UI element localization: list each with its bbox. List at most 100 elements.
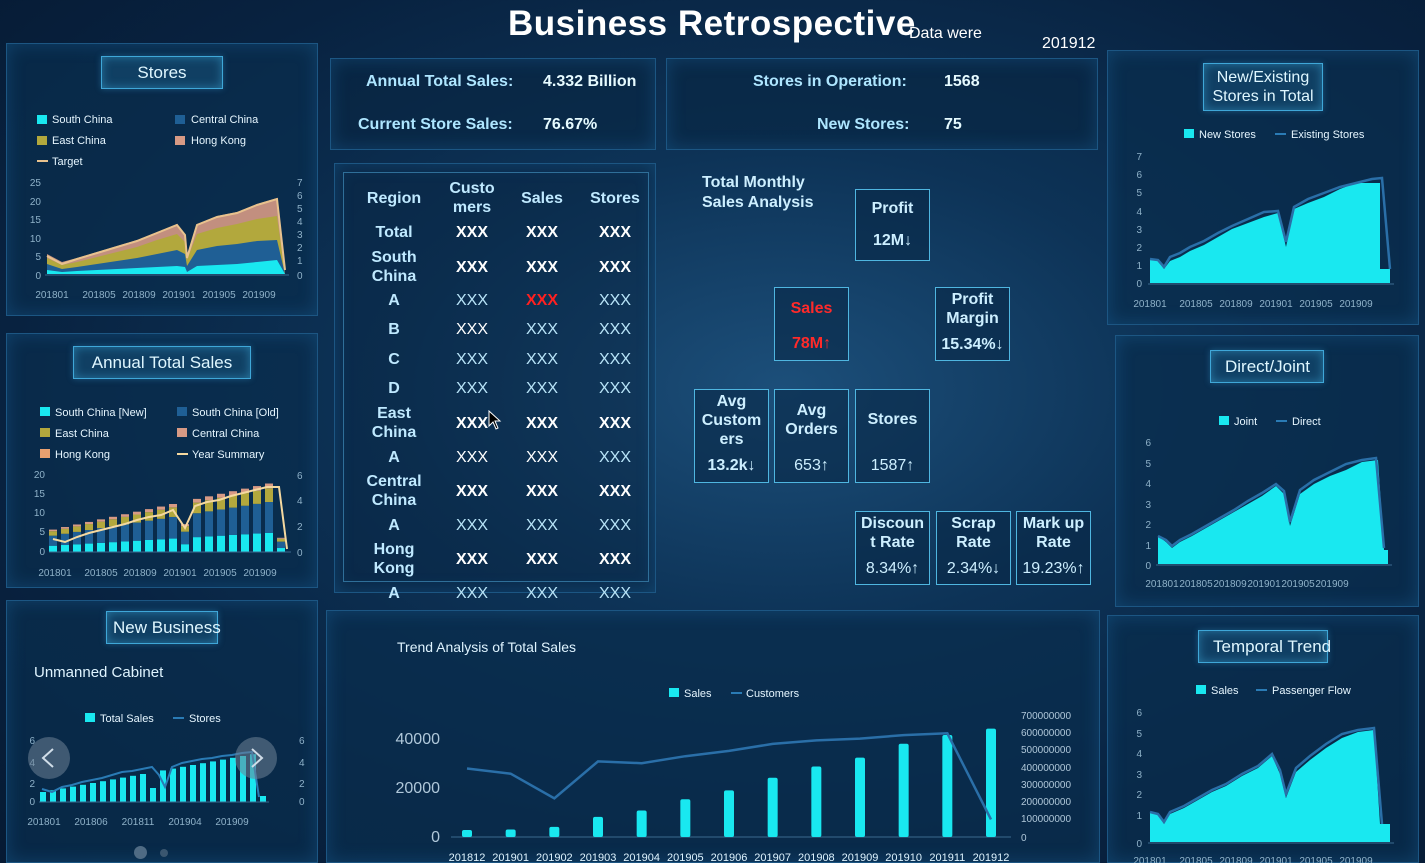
current-store-sales-label: Current Store Sales:: [358, 116, 513, 133]
stack-segment: [157, 518, 165, 540]
stack-segment: [85, 543, 93, 552]
tick-label: 201809: [122, 290, 156, 301]
discount-rate-card[interactable]: Discoun t Rate 8.34%↑: [855, 511, 930, 585]
table-cell: XXX: [525, 551, 558, 568]
table-cell: XXX: [455, 415, 488, 432]
avg-orders-card[interactable]: Avg Orders 653↑: [774, 389, 849, 483]
table-cell: XXX: [455, 224, 488, 241]
legend-swatch: [177, 407, 187, 416]
tick-label: 201901: [1259, 299, 1293, 310]
stack-segment: [85, 530, 93, 544]
table-region-cell: A: [388, 585, 400, 602]
tick-label: 0: [299, 797, 305, 808]
tick-label: 400000000: [1021, 763, 1071, 774]
table-cell: XXX: [455, 483, 488, 500]
tick-label: 15: [34, 489, 46, 500]
tick-label: 25: [30, 178, 42, 189]
tick-label: 700000000: [1021, 711, 1071, 722]
tick-label: 15: [30, 215, 42, 226]
tick-label: 201909: [1339, 856, 1373, 863]
annual-y-left: 20 15 10 5 0: [34, 470, 46, 558]
bar: [120, 777, 126, 802]
direct-joint-panel-title: Direct/Joint: [1210, 350, 1324, 383]
tick-label: 20: [34, 470, 46, 481]
stack-segment: [133, 522, 141, 541]
avg-customers-label: Avg Custom ers: [701, 393, 762, 448]
tick-label: 3: [1136, 225, 1142, 236]
tick-label: 201905: [1299, 299, 1333, 310]
stack-segment: [85, 524, 93, 531]
tick-label: 201805: [84, 568, 118, 579]
tick-label: 500000000: [1021, 745, 1071, 756]
table-cell: XXX: [525, 351, 558, 368]
markup-rate-card[interactable]: Mark up Rate 19.23%↑: [1016, 511, 1091, 585]
tick-label: 201901: [163, 568, 197, 579]
temporal-panel-title: Temporal Trend: [1198, 630, 1331, 663]
stack-segment: [265, 483, 273, 489]
tick-label: 0: [1021, 833, 1027, 844]
profit-margin-card[interactable]: Profit Margin 15.34%↓: [935, 287, 1010, 361]
stack-segment: [193, 498, 201, 503]
bar: [70, 786, 76, 802]
sales-card[interactable]: Sales 78M↑: [774, 287, 849, 361]
x-tick-label: 201909: [842, 852, 879, 863]
legend-swatch: [175, 136, 185, 145]
carousel-dot[interactable]: [160, 849, 168, 857]
stack-segment: [181, 531, 189, 545]
stack-segment: [205, 500, 213, 512]
tick-label: 10: [34, 508, 46, 519]
table-header: Custo mers: [449, 180, 495, 216]
tick-label: 0: [29, 797, 35, 808]
table-cell: XXX: [598, 483, 631, 500]
legend-label: Central China: [191, 114, 259, 126]
stores-line: [41, 750, 260, 798]
sales-bar: [462, 829, 472, 837]
table-header: Stores: [590, 190, 640, 207]
table-region-cell: A: [388, 292, 400, 309]
table-header: Sales: [521, 190, 563, 207]
stack-segment: [241, 493, 249, 506]
new-stores-label: New Stores:: [817, 116, 910, 133]
table-cell: XXX: [455, 351, 488, 368]
stack-segment: [277, 538, 285, 542]
sales-bar: [549, 826, 560, 837]
tick-label: 201801: [35, 290, 69, 301]
profit-card[interactable]: Profit 12M↓: [855, 189, 930, 261]
scrap-rate-card[interactable]: Scrap Rate 2.34%↓: [936, 511, 1011, 585]
stack-segment: [253, 490, 261, 504]
legend-label: South China [New]: [55, 407, 147, 419]
monthly-title: Total Monthly Sales Analysis: [702, 174, 814, 211]
table-cell: XXX: [525, 415, 558, 432]
tick-label: 20: [30, 197, 42, 208]
legend-label: Joint: [1234, 416, 1257, 428]
tick-label: 201809: [1213, 579, 1247, 590]
stack-segment: [229, 491, 237, 496]
tick-label: 201805: [1179, 856, 1213, 863]
tick-label: 3: [297, 230, 303, 241]
tick-label: 6: [1136, 170, 1142, 181]
tick-label: 5: [1136, 188, 1142, 199]
stores-card[interactable]: Stores 1587↑: [855, 389, 930, 483]
legend-swatch: [40, 449, 50, 458]
stack-segment: [169, 507, 177, 517]
stack-segment: [181, 524, 189, 527]
table-cell: XXX: [455, 259, 488, 276]
chevron-right-icon[interactable]: [235, 737, 277, 779]
bar: [60, 788, 66, 802]
stack-segment: [205, 536, 213, 552]
sales-bar: [636, 810, 647, 837]
customers-line: [466, 732, 993, 820]
tick-label: 201905: [202, 290, 236, 301]
stack-segment: [229, 495, 237, 508]
data-date: 201912: [1042, 35, 1096, 52]
avg-customers-card[interactable]: Avg Custom ers 13.2k↓: [694, 389, 769, 483]
bar: [190, 765, 196, 802]
legend-label: Hong Kong: [191, 135, 246, 147]
new-business-panel-title: New Business: [106, 611, 221, 644]
carousel-dot-active[interactable]: [134, 846, 147, 859]
chevron-left-icon[interactable]: [28, 737, 70, 779]
table-region-cell: Total: [375, 224, 413, 241]
table-cell: XXX: [598, 321, 631, 338]
discount-rate-label: Discoun t Rate: [860, 515, 925, 551]
avg-orders-value: 653↑: [794, 457, 829, 474]
